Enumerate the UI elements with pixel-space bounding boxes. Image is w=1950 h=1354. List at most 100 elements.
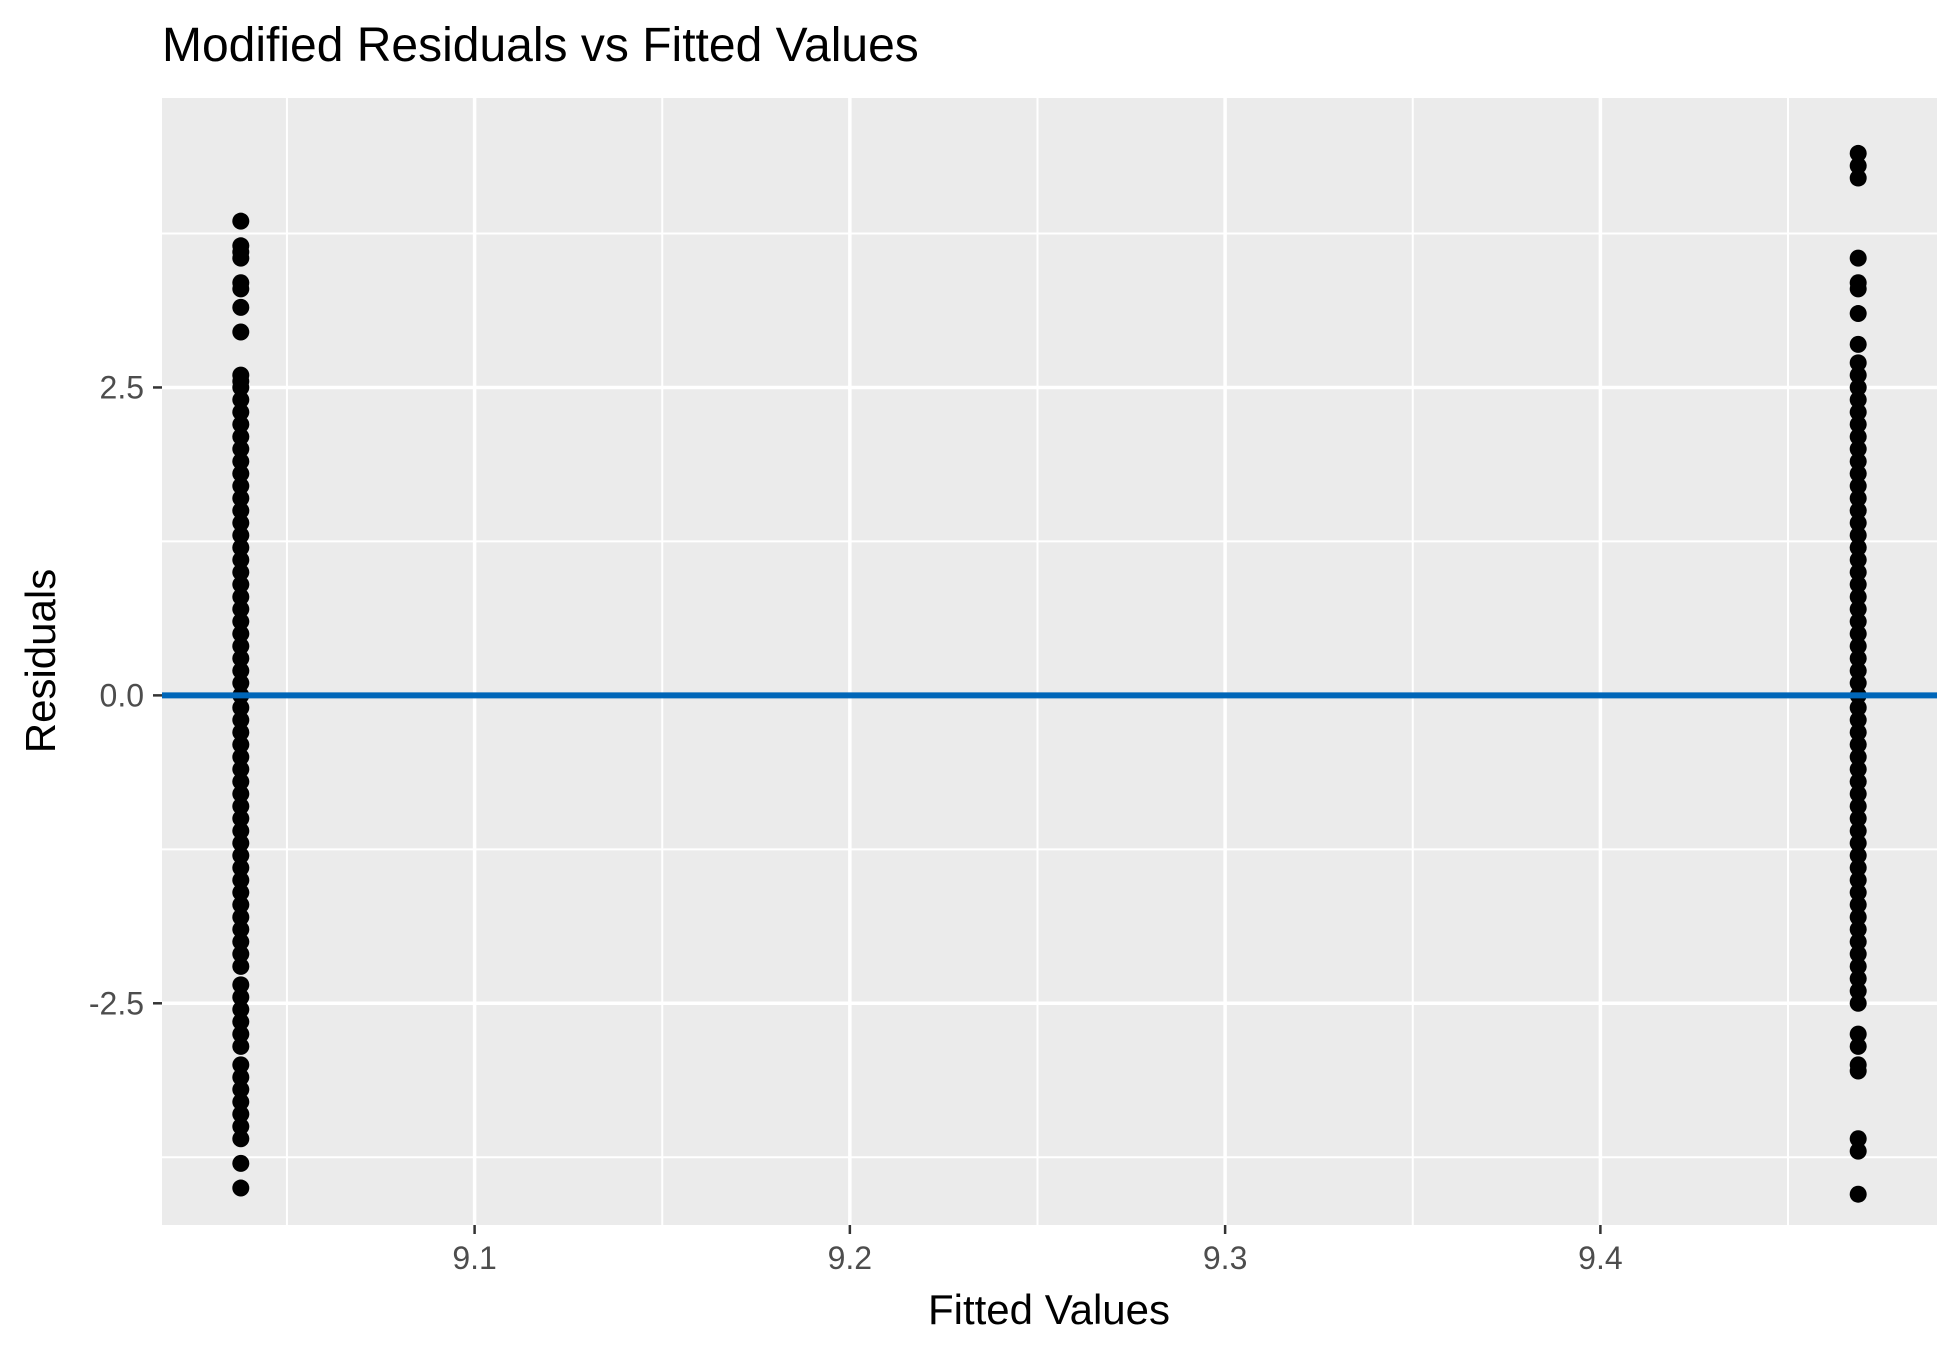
data-point [232,674,250,692]
data-point [1849,563,1867,581]
data-point [1849,612,1867,630]
data-point [1849,539,1867,557]
data-point [232,489,250,507]
data-point [1849,600,1867,618]
data-point [232,1025,250,1043]
data-point [232,1093,250,1111]
data-point [232,612,250,630]
data-point [1849,957,1867,975]
data-point [1849,908,1867,926]
data-point [232,908,250,926]
data-point [232,1056,250,1074]
data-point [232,699,250,717]
data-point [1849,157,1867,175]
data-point [1849,662,1867,680]
data-point [232,976,250,994]
x-tick-label: 9.2 [828,1240,872,1276]
data-point [1849,637,1867,655]
data-point [232,465,250,483]
data-point [1849,797,1867,815]
data-point [1849,415,1867,433]
x-tick-label: 9.3 [1203,1240,1247,1276]
data-point [1849,1025,1867,1043]
data-point [232,502,250,520]
data-point [1849,452,1867,470]
data-point [232,933,250,951]
data-point [1849,625,1867,643]
data-point [1849,576,1867,594]
data-point [1849,883,1867,901]
data-point [1849,169,1867,187]
x-axis: 9.1 9.2 9.3 9.4 [452,1225,1623,1276]
data-point [232,428,250,446]
data-point [232,637,250,655]
minor-grid [162,98,1937,1225]
data-point [232,1130,250,1148]
data-point [232,760,250,778]
data-point [232,846,250,864]
data-point [1849,834,1867,852]
data-point [232,797,250,815]
data-point [232,859,250,877]
data-point [1849,588,1867,606]
data-point [232,883,250,901]
data-point [232,1179,250,1197]
data-point [1849,785,1867,803]
y-tick-label: -2.5 [89,985,144,1021]
x-axis-label: Fitted Values [928,1286,1170,1333]
data-point [232,1013,250,1031]
data-point [1849,748,1867,766]
plot-panel [162,98,1937,1225]
data-point [232,748,250,766]
data-point [1849,378,1867,396]
data-point [232,1068,250,1086]
data-point [232,896,250,914]
data-point [1849,335,1867,353]
data-point [232,1037,250,1055]
data-point [232,736,250,754]
data-point [232,212,250,230]
data-point [1849,502,1867,520]
data-point [232,551,250,569]
data-point [232,440,250,458]
y-axis: -2.5 0.0 2.5 [89,369,162,1021]
data-point [1849,489,1867,507]
data-point [232,957,250,975]
data-point [1849,723,1867,741]
data-point [232,773,250,791]
data-point [232,298,250,316]
data-point [232,988,250,1006]
y-tick-label: 2.5 [100,369,144,405]
data-point [1849,760,1867,778]
data-point [232,452,250,470]
data-point [232,249,250,267]
y-tick-label: 0.0 [100,677,144,713]
data-point [1849,280,1867,298]
data-point [232,1105,250,1123]
data-point [1849,1130,1867,1148]
data-point [1849,391,1867,409]
data-point [1849,920,1867,938]
data-point [1849,982,1867,1000]
data-point [1849,994,1867,1012]
data-point [232,323,250,341]
data-point [232,822,250,840]
data-point [1849,649,1867,667]
data-point [232,1000,250,1018]
data-point [232,1154,250,1172]
data-point [232,1081,250,1099]
data-point [1849,859,1867,877]
data-point [1849,354,1867,372]
data-point [1849,896,1867,914]
data-point [232,662,250,680]
data-point [1849,970,1867,988]
y-axis-label: Residuals [17,569,64,753]
data-point [232,810,250,828]
data-point [1849,871,1867,889]
data-point [1849,305,1867,323]
data-point [1849,403,1867,421]
data-point [1849,699,1867,717]
data-point [1849,1037,1867,1055]
data-point [1849,514,1867,532]
